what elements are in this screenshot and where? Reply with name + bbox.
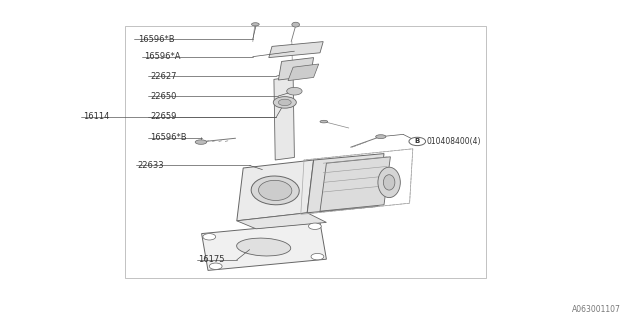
Ellipse shape xyxy=(292,22,300,27)
Circle shape xyxy=(308,223,321,229)
Text: 22627: 22627 xyxy=(150,72,177,81)
Text: 22650: 22650 xyxy=(150,92,177,100)
Text: A063001107: A063001107 xyxy=(572,305,621,314)
Polygon shape xyxy=(274,77,294,160)
Circle shape xyxy=(203,234,216,240)
Polygon shape xyxy=(202,222,326,270)
Polygon shape xyxy=(278,58,314,80)
Text: 16596*B: 16596*B xyxy=(150,133,187,142)
Circle shape xyxy=(409,137,426,146)
Polygon shape xyxy=(237,213,326,229)
Text: B: B xyxy=(415,139,420,144)
Text: 22633: 22633 xyxy=(138,161,164,170)
Ellipse shape xyxy=(376,135,386,139)
Circle shape xyxy=(273,97,296,108)
Polygon shape xyxy=(288,64,319,81)
Text: 16114: 16114 xyxy=(83,112,109,121)
Text: 16596*A: 16596*A xyxy=(144,52,180,61)
Polygon shape xyxy=(269,42,323,58)
Ellipse shape xyxy=(259,180,292,200)
Polygon shape xyxy=(237,160,314,221)
Ellipse shape xyxy=(237,238,291,256)
Ellipse shape xyxy=(383,175,395,190)
Ellipse shape xyxy=(252,23,259,26)
Ellipse shape xyxy=(195,140,207,144)
Text: 22659: 22659 xyxy=(150,112,177,121)
Ellipse shape xyxy=(320,120,328,123)
Polygon shape xyxy=(307,154,384,213)
Ellipse shape xyxy=(251,176,300,205)
Polygon shape xyxy=(320,157,390,211)
Ellipse shape xyxy=(378,167,401,198)
Circle shape xyxy=(311,253,324,260)
Bar xyxy=(125,26,486,278)
Circle shape xyxy=(287,87,302,95)
Text: 010408400(4): 010408400(4) xyxy=(427,137,481,146)
Circle shape xyxy=(209,263,222,269)
Text: 16175: 16175 xyxy=(198,255,225,264)
Circle shape xyxy=(278,99,291,106)
Text: 16596*B: 16596*B xyxy=(138,35,174,44)
